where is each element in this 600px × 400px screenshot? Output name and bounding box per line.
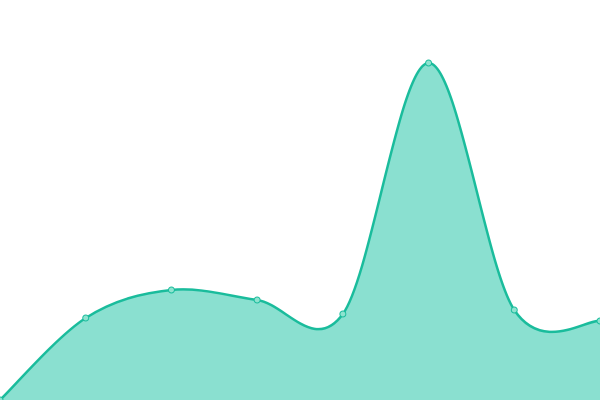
data-point-3 xyxy=(253,296,261,304)
data-point-2 xyxy=(167,286,175,294)
data-point-7 xyxy=(596,317,600,325)
data-point-6 xyxy=(510,306,518,314)
data-point-5 xyxy=(425,59,433,67)
area-fill xyxy=(0,62,600,400)
data-point-4 xyxy=(339,310,347,318)
data-point-0 xyxy=(0,396,4,400)
data-point-1 xyxy=(82,314,90,322)
data-points xyxy=(0,59,600,400)
